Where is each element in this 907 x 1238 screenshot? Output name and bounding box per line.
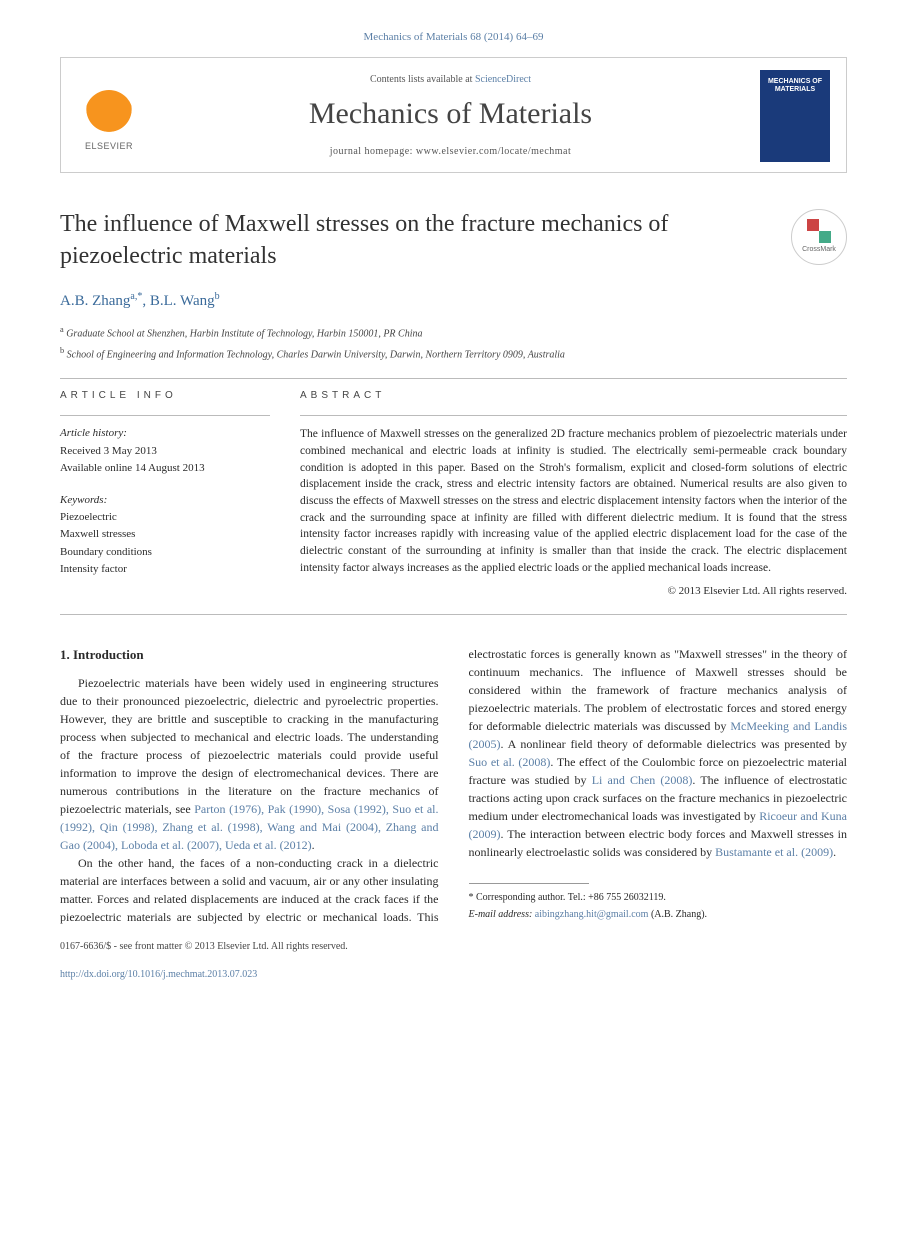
keyword: Maxwell stresses	[60, 527, 270, 542]
article-title: The influence of Maxwell stresses on the…	[60, 209, 771, 271]
divider	[60, 378, 847, 379]
online-date: Available online 14 August 2013	[60, 461, 270, 476]
citation-bustamante[interactable]: Bustamante et al. (2009)	[715, 845, 833, 859]
elsevier-tree-icon	[85, 90, 133, 138]
contents-prefix: Contents lists available at	[370, 74, 475, 85]
email-label: E-mail address:	[469, 909, 535, 920]
crossmark-label: CrossMark	[802, 245, 836, 255]
keywords-label: Keywords:	[60, 493, 270, 508]
keyword: Piezoelectric	[60, 510, 270, 525]
p2-text-f: .	[833, 845, 836, 859]
sciencedirect-link[interactable]: ScienceDirect	[475, 74, 531, 85]
corresponding-author-note: * Corresponding author. Tel.: +86 755 26…	[469, 890, 848, 905]
homepage-url[interactable]: www.elsevier.com/locate/mechmat	[416, 146, 571, 157]
journal-homepage: journal homepage: www.elsevier.com/locat…	[157, 145, 744, 159]
masthead: ELSEVIER Contents lists available at Sci…	[60, 57, 847, 173]
journal-reference: Mechanics of Materials 68 (2014) 64–69	[60, 30, 847, 45]
affiliation-a: a Graduate School at Shenzhen, Harbin In…	[60, 324, 847, 341]
keyword: Boundary conditions	[60, 545, 270, 560]
issn-copyright-line: 0167-6636/$ - see front matter © 2013 El…	[60, 940, 847, 954]
homepage-prefix: journal homepage:	[330, 146, 416, 157]
abstract-divider	[300, 415, 847, 416]
divider-2	[60, 614, 847, 615]
info-divider	[60, 415, 270, 416]
body-columns: 1. Introduction Piezoelectric materials …	[60, 645, 847, 927]
p1-text-a: Piezoelectric materials have been widely…	[60, 676, 439, 816]
author-2-affil: b	[215, 291, 220, 302]
author-1: A.B. Zhang	[60, 293, 130, 309]
corr-marker: *	[469, 892, 477, 903]
elsevier-logo: ELSEVIER	[77, 80, 141, 152]
citation-suo[interactable]: Suo et al. (2008)	[469, 755, 551, 769]
crossmark-icon	[807, 219, 831, 243]
abstract-heading: ABSTRACT	[300, 389, 847, 403]
section-heading-intro: 1. Introduction	[60, 645, 439, 665]
affil-sup-a: a	[60, 325, 64, 334]
article-info-heading: ARTICLE INFO	[60, 389, 270, 403]
info-abstract-row: ARTICLE INFO Article history: Received 3…	[60, 389, 847, 599]
received-date: Received 3 May 2013	[60, 444, 270, 459]
article-history-block: Article history: Received 3 May 2013 Ava…	[60, 426, 270, 476]
journal-cover-thumbnail: MECHANICS OF MATERIALS	[760, 70, 830, 162]
affil-text-b: School of Engineering and Information Te…	[67, 349, 565, 360]
elsevier-label: ELSEVIER	[85, 140, 133, 153]
author-2: B.L. Wang	[150, 293, 215, 309]
email-line: E-mail address: aibingzhang.hit@gmail.co…	[469, 907, 848, 922]
p1-text-b: .	[312, 838, 315, 852]
doi-line: http://dx.doi.org/10.1016/j.mechmat.2013…	[60, 968, 847, 982]
journal-name: Mechanics of Materials	[157, 93, 744, 135]
history-label: Article history:	[60, 426, 270, 441]
intro-paragraph-1: Piezoelectric materials have been widely…	[60, 674, 439, 854]
masthead-center: Contents lists available at ScienceDirec…	[157, 73, 744, 159]
footnote-separator	[469, 883, 589, 884]
affil-text-a: Graduate School at Shenzhen, Harbin Inst…	[66, 328, 422, 339]
title-row: The influence of Maxwell stresses on the…	[60, 209, 847, 271]
email-who: (A.B. Zhang).	[648, 909, 707, 920]
affiliation-b: b School of Engineering and Information …	[60, 345, 847, 362]
p2-text-b: . A nonlinear field theory of deformable…	[501, 737, 848, 751]
email-link[interactable]: aibingzhang.hit@gmail.com	[535, 909, 649, 920]
doi-link[interactable]: http://dx.doi.org/10.1016/j.mechmat.2013…	[60, 969, 257, 980]
crossmark-badge[interactable]: CrossMark	[791, 209, 847, 265]
keywords-block: Keywords: Piezoelectric Maxwell stresses…	[60, 493, 270, 578]
citation-li-chen[interactable]: Li and Chen (2008)	[592, 773, 693, 787]
authors: A.B. Zhanga,*, B.L. Wangb	[60, 290, 847, 312]
copyright-line: © 2013 Elsevier Ltd. All rights reserved…	[300, 584, 847, 599]
corr-text: Corresponding author. Tel.: +86 755 2603…	[476, 892, 666, 903]
author-sep: ,	[142, 293, 150, 309]
affil-sup-b: b	[60, 346, 64, 355]
abstract-text: The influence of Maxwell stresses on the…	[300, 426, 847, 576]
contents-lists-line: Contents lists available at ScienceDirec…	[157, 73, 744, 87]
abstract-column: ABSTRACT The influence of Maxwell stress…	[300, 389, 847, 599]
keyword: Intensity factor	[60, 562, 270, 577]
article-info-column: ARTICLE INFO Article history: Received 3…	[60, 389, 270, 599]
